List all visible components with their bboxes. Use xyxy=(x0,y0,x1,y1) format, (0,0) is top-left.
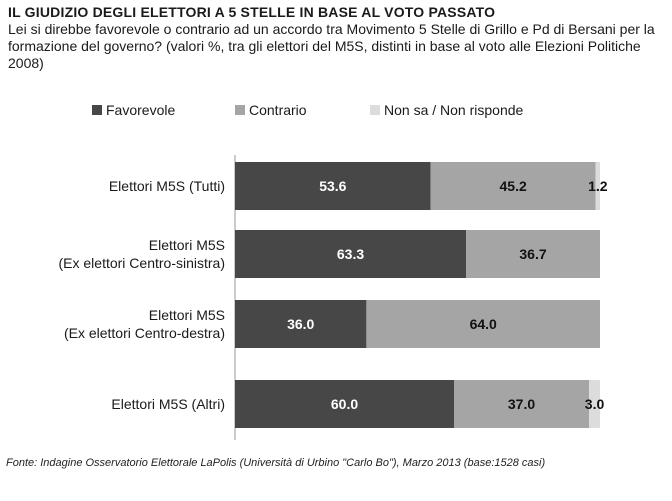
bar-1-favorevole xyxy=(235,162,431,210)
legend-swatch-1 xyxy=(92,105,102,115)
data-label-1-1: 53.6 xyxy=(319,178,346,194)
legend-label-1: Favorevole xyxy=(106,102,175,118)
bar-4-favorevole xyxy=(235,380,454,428)
data-label-3-1: 36.0 xyxy=(287,316,314,332)
data-label-4-3: 3.0 xyxy=(585,396,605,412)
bar-1-contrario xyxy=(430,162,596,210)
chart-title: IL GIUDIZIO DEGLI ELETTORI A 5 STELLE IN… xyxy=(8,4,496,20)
data-label-2-1: 63.3 xyxy=(337,246,364,262)
legend-label-2: Contrario xyxy=(249,102,307,118)
category-label-2: Elettori M5S (Ex elettori Centro-sinistra… xyxy=(59,237,226,271)
category-label-1: Elettori M5S (Tutti) xyxy=(109,178,225,194)
bar-4-contrario xyxy=(454,380,590,428)
data-label-3-2: 64.0 xyxy=(470,316,497,332)
data-label-1-3: 1.2 xyxy=(588,178,608,194)
data-label-2-2: 36.7 xyxy=(519,246,546,262)
bar-3-favorevole xyxy=(235,300,367,348)
chart-subtitle: Lei si direbbe favorevole o contrario ad… xyxy=(8,21,655,71)
data-label-4-1: 60.0 xyxy=(331,396,358,412)
bar-1-non-sa-non-risponde xyxy=(595,162,600,210)
legend-swatch-2 xyxy=(235,105,245,115)
bar-3-contrario xyxy=(366,300,600,348)
bar-4-non-sa-non-risponde xyxy=(589,380,600,428)
source-note: Fonte: Indagine Osservatorio Elettorale … xyxy=(6,457,546,469)
stacked-bar-chart: Favorevole Contrario Non sa / Non risponde… xyxy=(59,102,608,440)
data-label-4-2: 37.0 xyxy=(508,396,535,412)
bar-2-contrario xyxy=(466,230,600,278)
bar-2-favorevole xyxy=(235,230,467,278)
category-label-4: Elettori M5S (Altri) xyxy=(111,396,225,412)
category-label-3: Elettori M5S (Ex elettori Centro-destra) xyxy=(64,307,225,341)
legend-label-3: Non sa / Non risponde xyxy=(384,102,524,118)
legend-swatch-3 xyxy=(370,105,380,115)
data-label-1-2: 45.2 xyxy=(500,178,527,194)
